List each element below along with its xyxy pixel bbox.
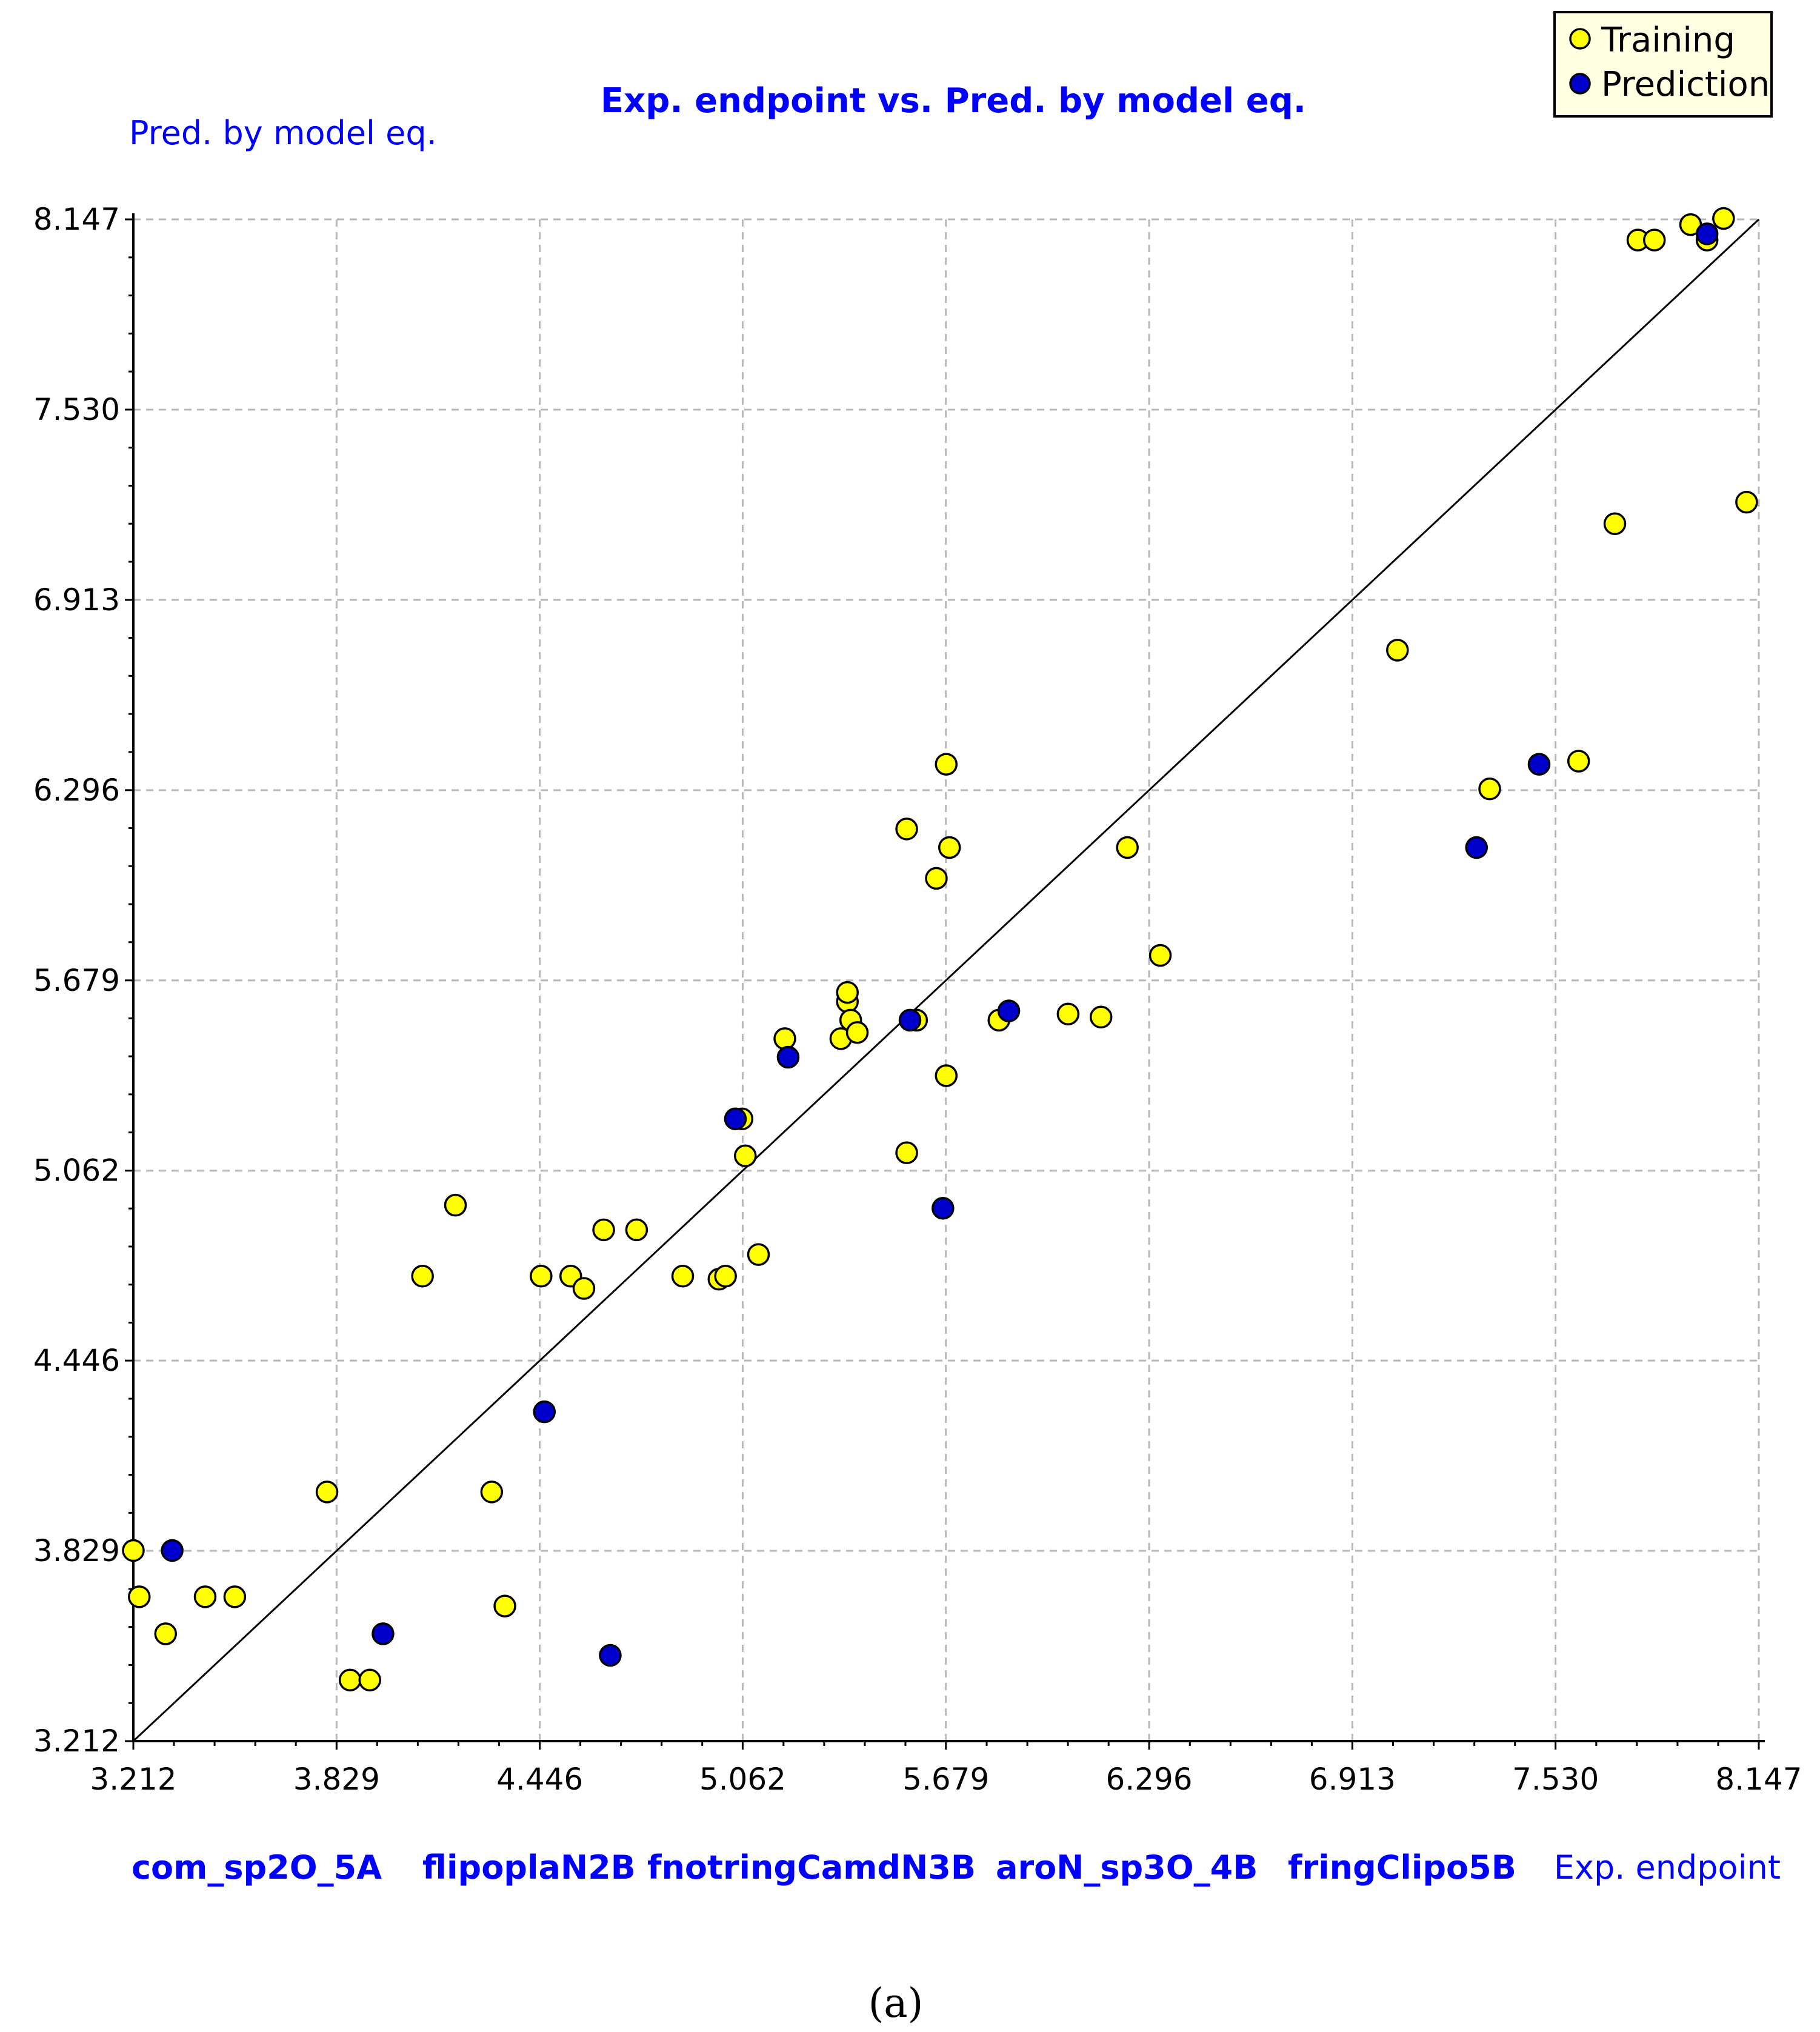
prediction-point	[997, 999, 1021, 1022]
x-tick-label: 7.530	[1512, 1762, 1599, 1797]
training-point	[747, 1243, 770, 1266]
training-point	[895, 818, 918, 841]
training-point	[315, 1481, 339, 1504]
reference-line	[132, 218, 1760, 1742]
x-tick-label: 3.212	[90, 1762, 176, 1797]
training-point	[122, 1539, 145, 1562]
y-tick-label: 8.147	[33, 202, 120, 237]
legend-label-prediction: Prediction	[1601, 65, 1770, 104]
training-point	[773, 1027, 796, 1050]
legend-marker-prediction	[1569, 73, 1591, 95]
prediction-point	[372, 1622, 395, 1645]
x-tick-label: 6.913	[1309, 1762, 1396, 1797]
training-point	[625, 1218, 648, 1242]
training-point	[223, 1585, 247, 1608]
prediction-point	[932, 1197, 955, 1220]
y-tick-label: 6.913	[33, 582, 120, 618]
y-axis-label: Pred. by model eq.	[129, 114, 437, 152]
prediction-point	[533, 1400, 556, 1424]
training-point	[1089, 1005, 1113, 1029]
x-tick-label: 6.296	[1105, 1762, 1192, 1797]
training-point	[845, 1021, 869, 1044]
training-point	[895, 1141, 918, 1164]
training-point	[1567, 750, 1590, 773]
y-tick-label: 7.530	[33, 392, 120, 427]
prediction-point	[898, 1008, 922, 1032]
axes	[132, 213, 1765, 1742]
reference-line-group	[132, 218, 1760, 1742]
training-point	[1642, 228, 1666, 252]
training-point	[592, 1218, 615, 1242]
legend: Training Prediction	[1553, 11, 1773, 118]
figure-caption: (a)	[868, 1980, 924, 2027]
training-point	[1735, 490, 1758, 514]
training-point	[938, 836, 961, 859]
chart-title: Exp. endpoint vs. Pred. by model eq.	[601, 81, 1306, 121]
training-point	[480, 1481, 504, 1504]
y-axis-ticks: 3.212 3.829 4.446 5.062 5.679 6.296 6.913 7.530…	[33, 202, 133, 1759]
training-point	[734, 1144, 757, 1168]
descriptor-label-2: fnotringCamdN3B	[647, 1848, 976, 1887]
training-point	[1148, 944, 1172, 967]
descriptor-label-4: fringClipo5B	[1288, 1848, 1516, 1887]
training-point	[193, 1585, 217, 1608]
training-point	[411, 1264, 434, 1288]
y-tick-label: 6.296	[33, 773, 120, 808]
prediction-point	[1465, 836, 1488, 859]
descriptor-label-0: com_sp2O_5A	[132, 1848, 382, 1887]
training-point	[1386, 639, 1409, 662]
x-tick-label: 3.829	[293, 1762, 380, 1797]
training-point	[1603, 512, 1627, 535]
training-point	[1478, 778, 1501, 801]
prediction-point	[161, 1539, 184, 1562]
training-series	[122, 207, 1758, 1692]
prediction-point	[776, 1045, 800, 1069]
legend-label-training: Training	[1601, 21, 1735, 60]
prediction-point	[1527, 753, 1551, 776]
legend-marker-training	[1569, 28, 1591, 50]
y-tick-label: 3.829	[33, 1533, 120, 1568]
prediction-series	[161, 222, 1719, 1667]
training-point	[836, 981, 859, 1004]
training-point	[154, 1622, 178, 1645]
x-tick-label: 5.062	[699, 1762, 786, 1797]
prediction-point	[724, 1107, 747, 1130]
training-point	[935, 1064, 958, 1087]
training-point	[358, 1668, 381, 1692]
training-point	[530, 1264, 553, 1288]
prediction-point	[1695, 222, 1719, 245]
x-tick-label: 8.147	[1715, 1762, 1802, 1797]
x-tick-label: 4.446	[496, 1762, 583, 1797]
y-tick-label: 3.212	[33, 1724, 120, 1759]
y-tick-label: 5.679	[33, 963, 120, 998]
y-tick-label: 5.062	[33, 1153, 120, 1188]
training-point	[1056, 1002, 1080, 1025]
prediction-point	[599, 1644, 622, 1667]
x-axis-ticks: 3.212 3.829 4.446 5.062 5.679 6.296 6.913 7.530…	[90, 1741, 1802, 1797]
training-point	[572, 1277, 596, 1300]
training-point	[128, 1585, 151, 1608]
training-point	[338, 1668, 362, 1692]
training-point	[1712, 207, 1735, 230]
y-tick-label: 4.446	[33, 1343, 120, 1378]
descriptor-label-3: aroN_sp3O_4B	[996, 1848, 1258, 1887]
training-point	[714, 1264, 737, 1288]
training-point	[444, 1193, 467, 1217]
training-point	[493, 1594, 516, 1617]
training-point	[925, 867, 948, 890]
training-point	[1116, 836, 1139, 859]
training-point	[935, 753, 958, 776]
descriptor-label-1: flipoplaN2B	[422, 1848, 636, 1887]
training-point	[671, 1264, 695, 1288]
legend-box	[1553, 11, 1773, 118]
x-axis-label: Exp. endpoint	[1554, 1848, 1781, 1887]
x-tick-label: 5.679	[902, 1762, 989, 1797]
